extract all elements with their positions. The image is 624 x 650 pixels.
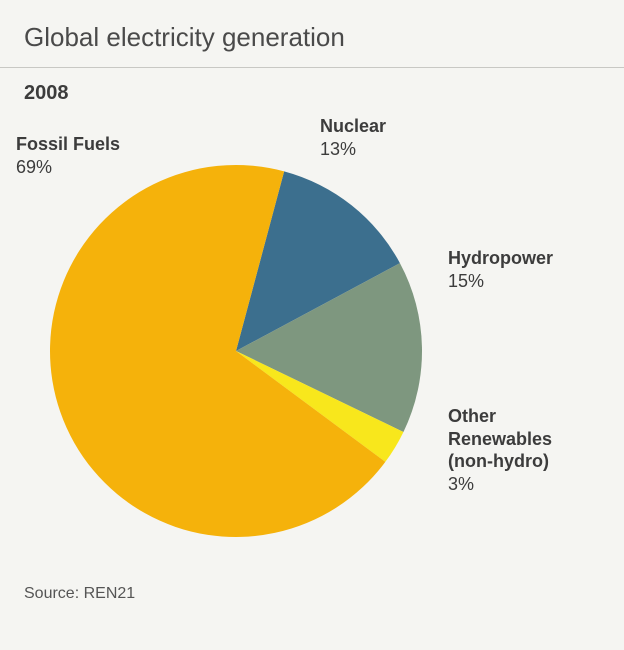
chart-title: Global electricity generation — [0, 0, 624, 67]
chart-year: 2008 — [0, 68, 624, 105]
slice-label-pct: 15% — [448, 270, 553, 293]
slice-label-2: OtherRenewables(non-hydro)3% — [448, 405, 552, 495]
slice-label-0: Nuclear13% — [320, 115, 386, 160]
slice-label-name: Hydropower — [448, 247, 553, 270]
chart-source: Source: REN21 — [0, 585, 624, 603]
slice-label-name: Fossil Fuels — [16, 133, 120, 156]
pie-chart: Nuclear13% Hydropower15% OtherRenewables(n… — [0, 105, 624, 585]
slice-label-pct: 69% — [16, 156, 120, 179]
slice-label-name: Nuclear — [320, 115, 386, 138]
slice-label-3: Fossil Fuels69% — [16, 133, 120, 178]
slice-label-pct: 13% — [320, 138, 386, 161]
slice-label-pct: 3% — [448, 473, 552, 496]
slice-label-1: Hydropower15% — [448, 247, 553, 292]
slice-label-name: OtherRenewables(non-hydro) — [448, 405, 552, 473]
chart-card: Global electricity generation 2008 Nucle… — [0, 0, 624, 650]
